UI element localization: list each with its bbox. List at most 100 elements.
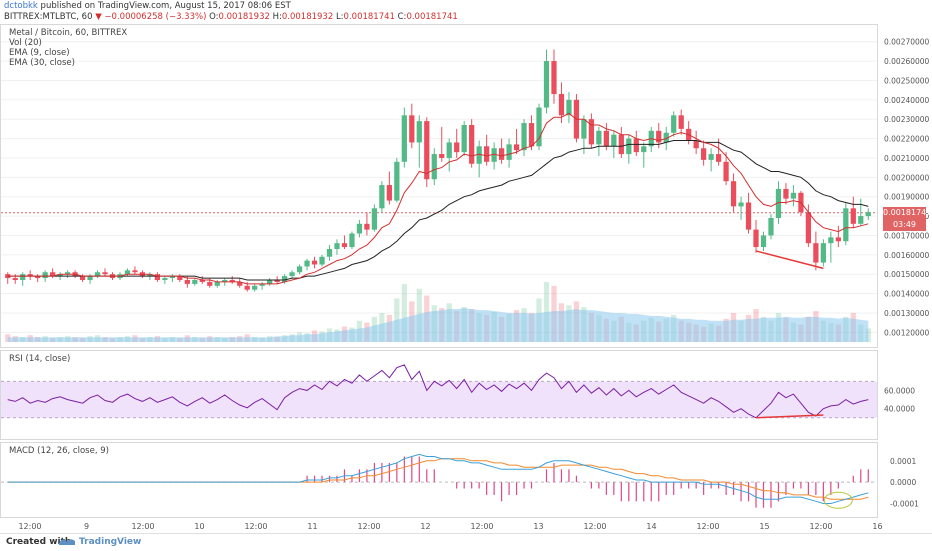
legend-volume[interactable]: Vol (20) <box>9 38 42 48</box>
candle-body <box>57 274 63 277</box>
macd-histogram-bar <box>560 469 563 483</box>
macd-histogram-bar <box>800 482 802 489</box>
candle-body <box>543 61 550 108</box>
rsi-pane[interactable]: 60.0000 40.0000 RSI (14, close) <box>0 350 932 440</box>
time-axis-pane[interactable]: 12:00 9 12:00 10 12:00 11 12:00 12 12:00 13 12:00 1… <box>0 518 932 533</box>
macd-pane[interactable]: 0.0001 0.0000 -0.0001 MACD (12, 26, close,… <box>0 442 932 518</box>
price-pane[interactable]: 0.00270000 0.00260000 0.00250000 0.00240000… <box>0 24 932 348</box>
candle-body <box>244 285 250 290</box>
tradingview-logo-icon[interactable] <box>58 535 76 547</box>
symbol-label[interactable]: BITTREX:MTLBTC, 60 <box>4 12 93 22</box>
candle-body <box>341 243 348 248</box>
close-value: 0.00181741 <box>406 12 458 22</box>
macd-histogram-bar <box>770 482 772 508</box>
candle-body <box>319 256 325 265</box>
candle-body <box>274 280 280 282</box>
macd-histogram-bar <box>306 475 308 483</box>
candle-body <box>446 142 452 158</box>
candle-body <box>850 208 856 224</box>
price-chart[interactable]: 0.00270000 0.00260000 0.00250000 0.00240000… <box>0 24 932 348</box>
legend-ema9[interactable]: EMA (9, close) <box>9 48 70 58</box>
macd-histogram-bar <box>328 475 331 483</box>
macd-histogram-bar <box>703 482 705 495</box>
macd-histogram-bar <box>680 482 682 489</box>
volume-bar <box>401 283 407 342</box>
macd-histogram-bar <box>643 482 645 502</box>
legend-ema30[interactable]: EMA (30, close) <box>9 58 75 68</box>
time-tick-label: 11 <box>307 522 317 531</box>
macd-legend[interactable]: MACD (12, 26, close, 9) <box>9 446 109 456</box>
rsi-tick-label: 40.0000 <box>884 405 915 414</box>
candle-body <box>738 202 744 207</box>
price-tick-label: 0.00220000 <box>884 135 930 144</box>
candle-body <box>611 134 617 147</box>
candle-body <box>476 146 482 164</box>
price-tick-label: 0.00230000 <box>884 115 930 124</box>
tradingview-brand[interactable]: TradingView <box>79 537 142 547</box>
made-with-label: Created with <box>6 537 72 547</box>
macd-histogram-bar <box>553 462 555 483</box>
macd-histogram-bar <box>785 482 787 495</box>
candle-body <box>723 161 729 182</box>
macd-histogram-bar <box>515 482 518 495</box>
price-axis[interactable]: 0.00270000 0.00260000 0.00250000 0.00240000… <box>884 38 930 338</box>
candle-body <box>184 280 190 284</box>
time-axis[interactable]: 12:00 9 12:00 10 12:00 11 12:00 12 12:00 13 12:00 1… <box>0 518 932 533</box>
high-label: H: <box>272 12 282 22</box>
macd-histogram-bar <box>508 482 510 495</box>
time-tick-label: 12:00 <box>809 522 832 531</box>
candle-body <box>334 243 340 249</box>
macd-histogram-bar <box>665 482 667 495</box>
price-tick-label: 0.00240000 <box>884 96 930 105</box>
macd-histogram-bar <box>381 462 383 483</box>
price-tick-label: 0.00210000 <box>884 154 930 163</box>
candle-body <box>558 94 565 116</box>
candle-body <box>513 144 520 151</box>
candle-body <box>865 212 871 217</box>
candle-body <box>311 260 318 265</box>
candle-body <box>20 274 26 280</box>
rsi-legend[interactable]: RSI (14, close) <box>9 354 71 364</box>
macd-histogram-bar <box>471 482 473 489</box>
rsi-tick-label: 60.0000 <box>884 386 915 395</box>
candle-body <box>498 148 505 160</box>
macd-histogram-bar <box>688 482 690 489</box>
candle-body <box>536 107 542 147</box>
time-tick-label: 14 <box>646 522 656 531</box>
macd-histogram-bar <box>396 462 398 483</box>
candle-body <box>521 123 527 151</box>
macd-histogram-bar <box>815 482 817 495</box>
candle-body <box>207 281 213 286</box>
current-price-value: 0.00181741 <box>883 207 932 217</box>
legend-symbol[interactable]: Metal / Bitcoin, 60, BITTREX <box>9 28 128 38</box>
candle-body <box>42 272 48 279</box>
macd-histogram-bar <box>545 469 548 483</box>
candle-body <box>768 218 774 236</box>
time-tick-label: 13 <box>533 522 543 531</box>
candle-body <box>177 276 183 280</box>
macd-histogram-bar <box>718 482 720 489</box>
macd-histogram-bar <box>358 469 361 483</box>
candle-body <box>199 280 205 282</box>
candle-body <box>281 276 288 282</box>
candle-body <box>154 274 161 280</box>
publisher-link[interactable]: dctobkk <box>4 1 38 11</box>
candle-body <box>416 121 422 143</box>
candles <box>5 49 871 292</box>
candle-body <box>296 266 303 273</box>
macd-axis[interactable]: 0.0001 0.0000 -0.0001 <box>890 457 919 509</box>
candle-body <box>252 285 258 290</box>
published-text: published on TradingView.com, August 15,… <box>40 1 291 11</box>
macd-histogram-bar <box>590 482 592 489</box>
rsi-axis[interactable]: 60.0000 40.0000 <box>884 386 915 413</box>
macd-histogram-bar <box>411 456 413 483</box>
time-tick-label: 12:00 <box>18 522 41 531</box>
candle-body <box>820 243 826 263</box>
macd-histogram-bar <box>628 482 630 502</box>
macd-histogram-bar <box>501 482 503 502</box>
macd-histogram-bar <box>530 482 533 489</box>
rsi-chart[interactable]: 60.0000 40.0000 <box>0 350 932 440</box>
candle-body <box>259 283 265 286</box>
time-tick-label: 16 <box>872 522 882 531</box>
macd-chart[interactable]: 0.0001 0.0000 -0.0001 <box>0 442 932 518</box>
